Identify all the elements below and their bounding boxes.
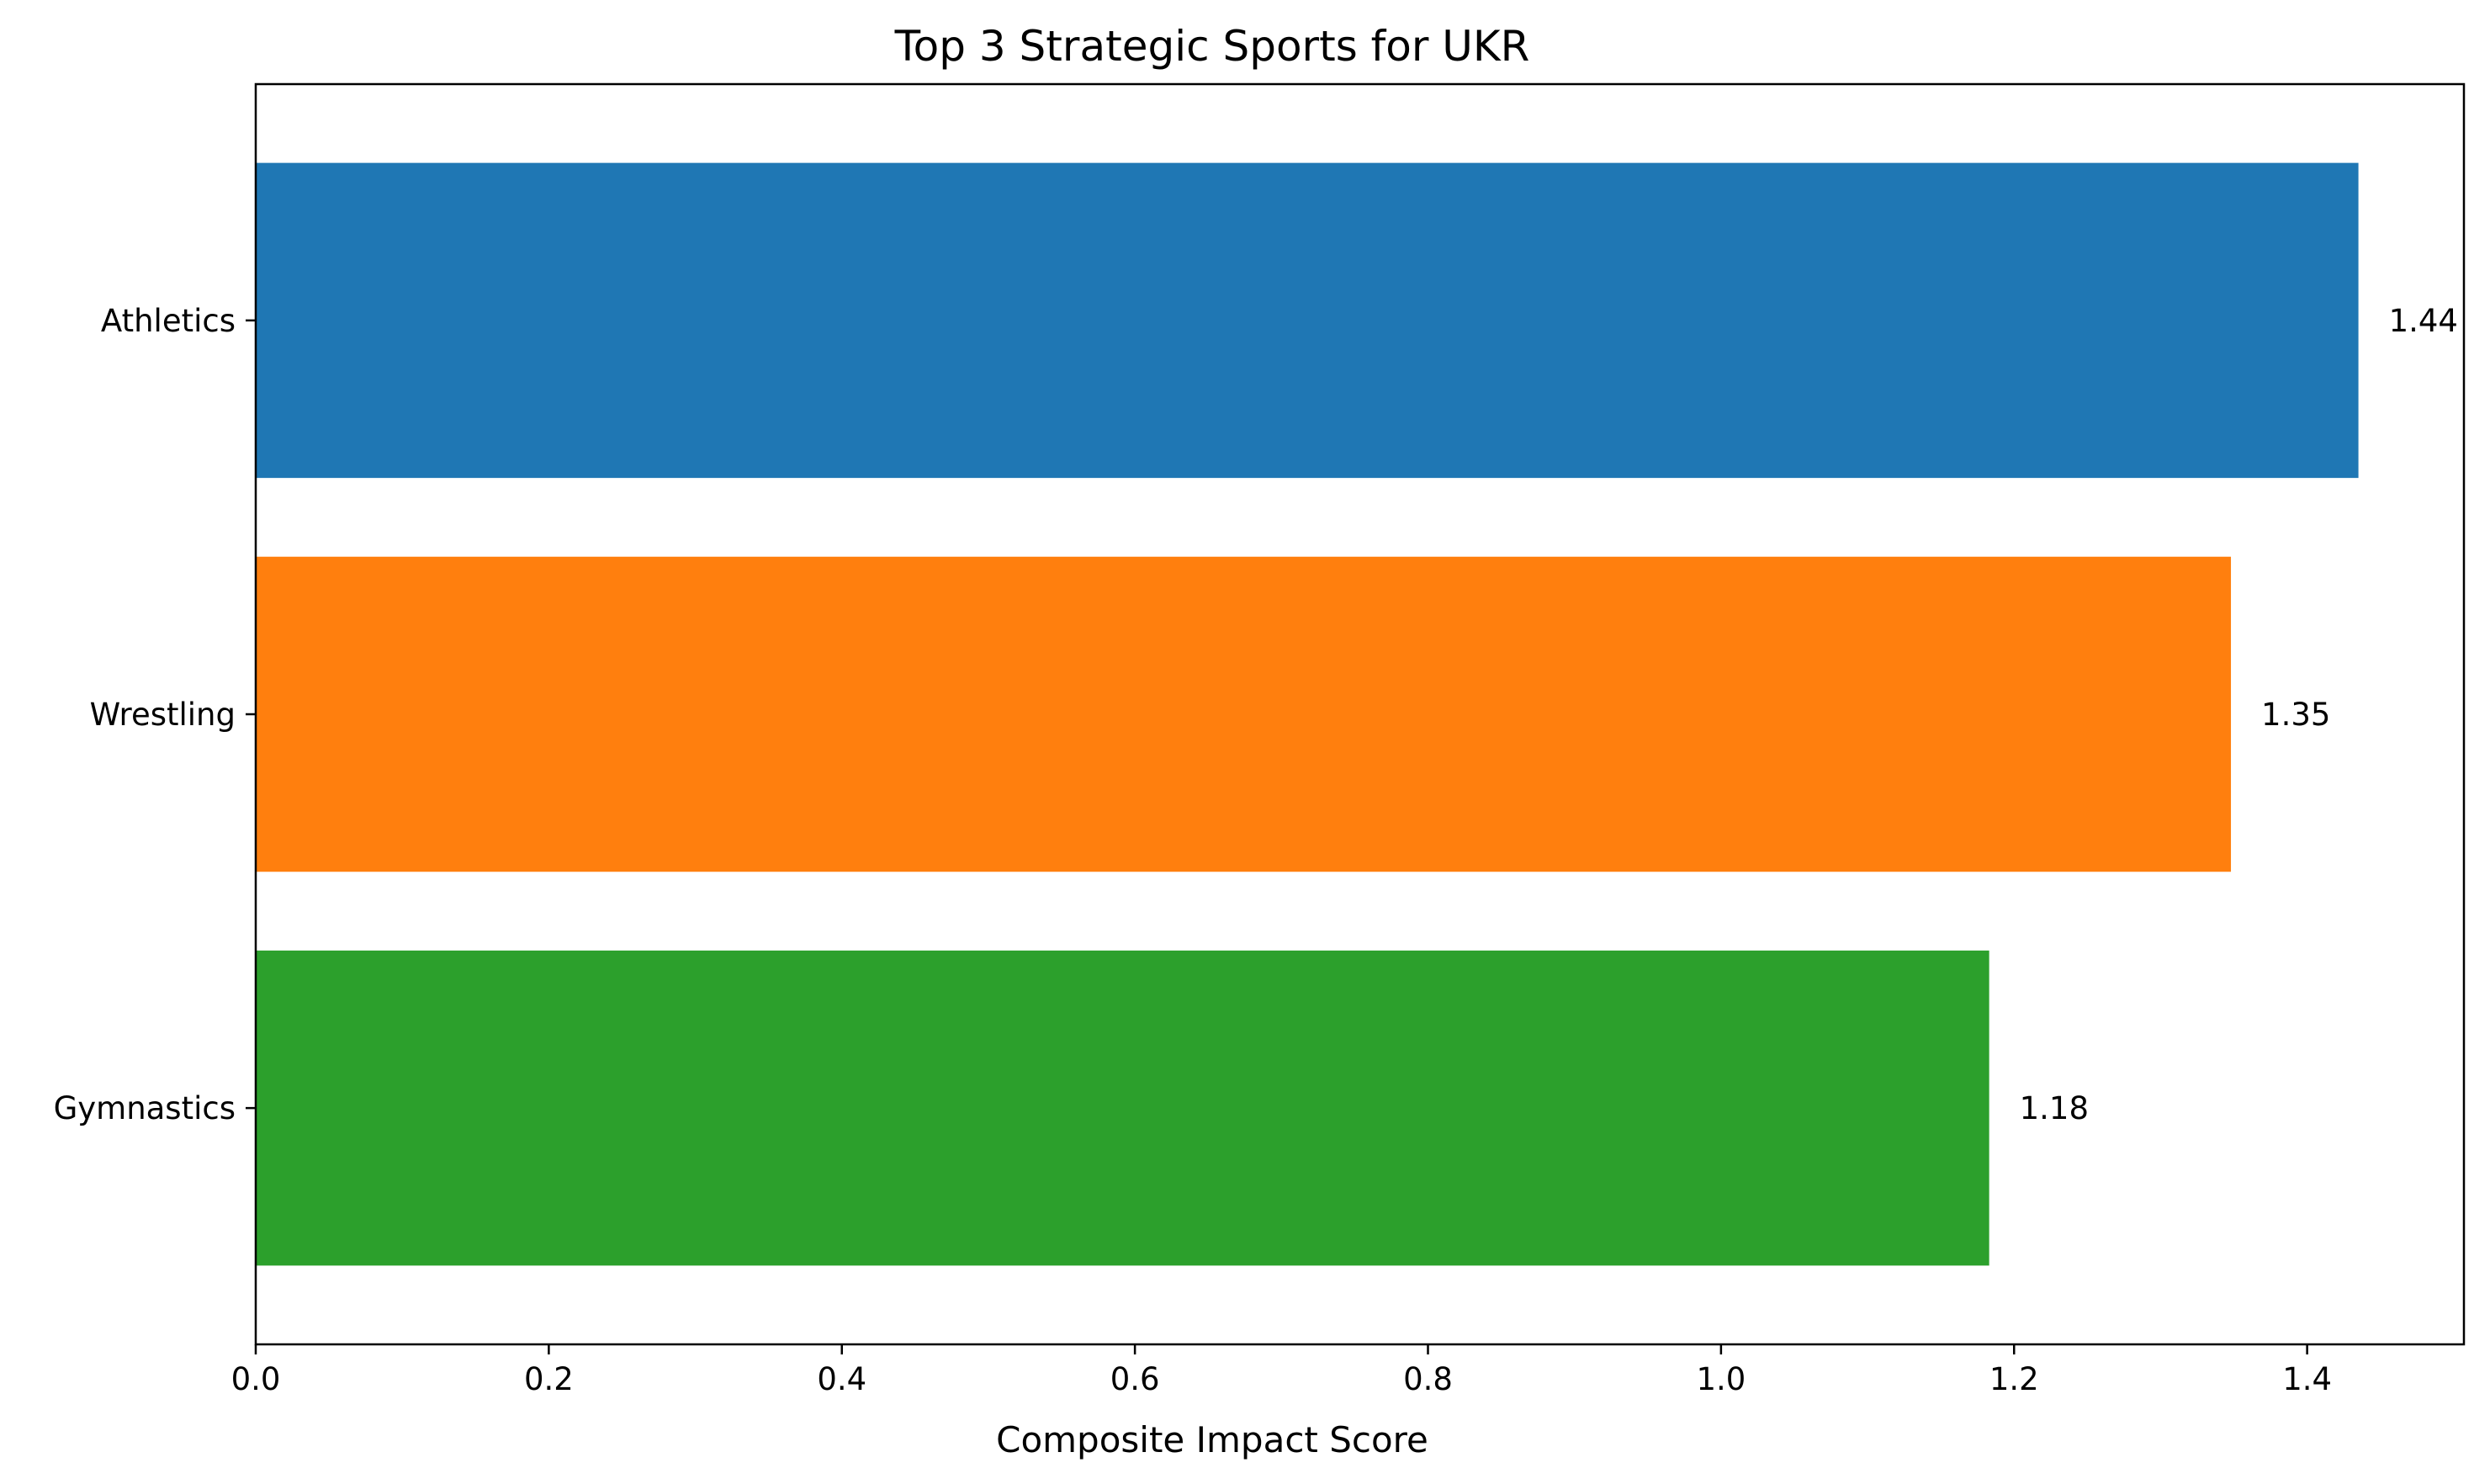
- bars-group: [256, 162, 2359, 1266]
- bar-wrestling: [256, 556, 2232, 872]
- x-tick-label-5: 1.0: [1696, 1361, 1746, 1397]
- x-tick-label-3: 0.6: [1110, 1361, 1160, 1397]
- x-axis-ticks: 0.0 0.2 0.4 0.6 0.8 1.0 1.2 1.4: [231, 1344, 2332, 1397]
- bar-gymnastics: [256, 950, 1989, 1266]
- bar-athletics: [256, 162, 2359, 479]
- y-tick-label-gymnastics: Gymnastics: [54, 1090, 236, 1126]
- x-tick-label-7: 1.4: [2282, 1361, 2332, 1397]
- value-labels-group: 1.44 1.35 1.18: [2020, 303, 2458, 1126]
- x-tick-label-2: 0.4: [817, 1361, 866, 1397]
- plot-frame: [254, 82, 2466, 1346]
- value-label-wrestling: 1.35: [2261, 697, 2330, 733]
- x-axis-label: Composite Impact Score: [996, 1419, 1428, 1460]
- x-tick-label-4: 0.8: [1403, 1361, 1453, 1397]
- chart-title: Top 3 Strategic Sports for UKR: [894, 22, 1530, 71]
- x-tick-label-0: 0.0: [231, 1361, 281, 1397]
- value-label-athletics: 1.44: [2389, 303, 2458, 339]
- y-tick-label-wrestling: Wrestling: [90, 697, 236, 733]
- x-tick-label-1: 0.2: [524, 1361, 574, 1397]
- y-tick-label-athletics: Athletics: [101, 303, 236, 339]
- y-axis-ticks: Athletics Wrestling Gymnastics: [54, 303, 256, 1126]
- x-tick-label-6: 1.2: [1989, 1361, 2039, 1397]
- value-label-gymnastics: 1.18: [2020, 1090, 2089, 1126]
